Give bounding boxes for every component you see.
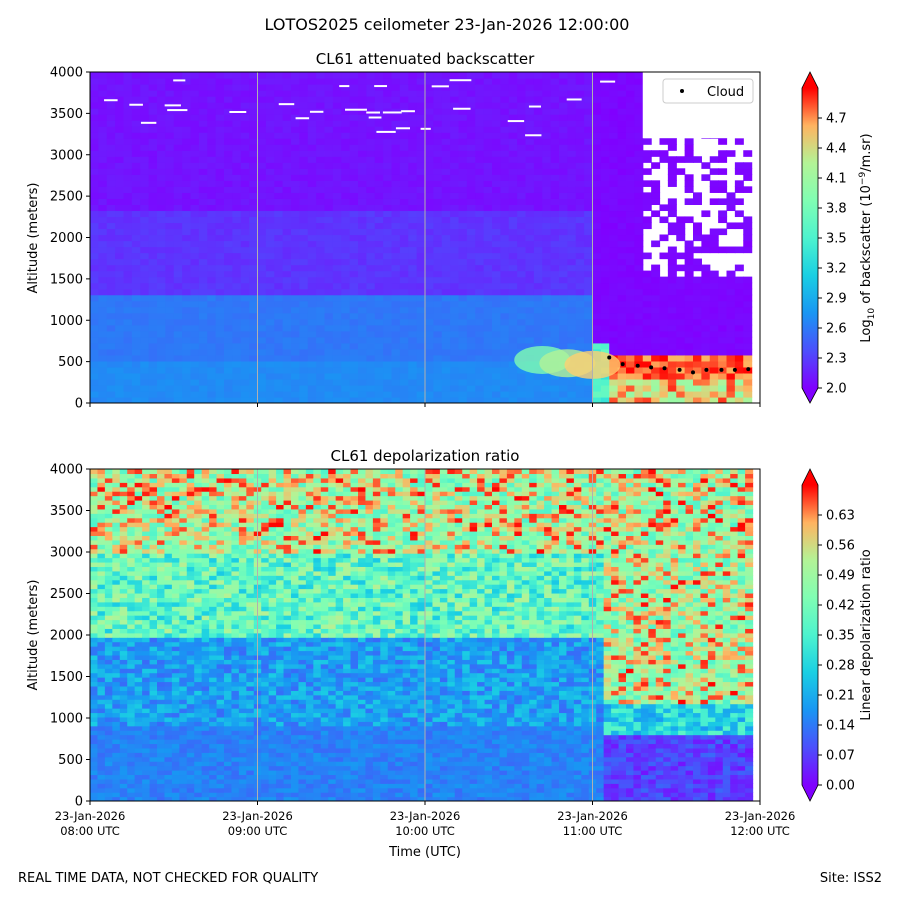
colorbar-tick-label: 2.0 bbox=[826, 382, 847, 397]
y-tick-label: 1500 bbox=[50, 670, 83, 685]
x-tick-time: 11:00 UTC bbox=[563, 824, 623, 838]
x-tick-time: 09:00 UTC bbox=[228, 824, 288, 838]
y-tick-label: 2000 bbox=[50, 629, 83, 644]
y-tick-label: 4000 bbox=[50, 66, 83, 81]
x-tick-time: 10:00 UTC bbox=[395, 824, 455, 838]
colorbar-tick-label: 3.2 bbox=[826, 262, 847, 277]
colorbar-extend-min bbox=[802, 785, 818, 801]
backscatter-ylabel: Altitude (meters) bbox=[26, 183, 41, 294]
y-tick-label: 2500 bbox=[50, 190, 83, 205]
legend-marker-cloud bbox=[680, 89, 684, 93]
x-tick-date: 23-Jan-2026 bbox=[725, 809, 796, 823]
colorbar-tick-label: 0.42 bbox=[826, 599, 855, 614]
colorbar-gradient bbox=[802, 88, 818, 388]
cloud-point bbox=[691, 370, 695, 375]
cloud-point bbox=[662, 366, 667, 371]
cloud-base-points bbox=[607, 355, 751, 375]
colorbar-extend-max bbox=[802, 469, 818, 485]
x-tick-date: 23-Jan-2026 bbox=[557, 809, 628, 823]
depolarization-xlabel: Time (UTC) bbox=[388, 845, 461, 860]
cloud-point bbox=[635, 363, 640, 368]
figure-title: LOTOS2025 ceilometer 23-Jan-2026 12:00:0… bbox=[265, 15, 630, 34]
colorbar-gradient bbox=[802, 485, 818, 785]
backscatter-panel: CL61 attenuated backscatter 0 500 1000 1500… bbox=[26, 50, 877, 412]
colorbar-tick-label: 0.28 bbox=[826, 659, 855, 674]
colorbar-tick-label: 0.49 bbox=[826, 569, 855, 584]
backscatter-colorbar-label: Log10 of backscatter (10−9/m.sr) bbox=[858, 133, 877, 342]
colorbar-tick-label: 0.63 bbox=[826, 509, 855, 524]
x-tick-date: 23-Jan-2026 bbox=[390, 809, 461, 823]
x-tick-date: 23-Jan-2026 bbox=[222, 809, 293, 823]
cloud-point bbox=[620, 362, 625, 367]
depolarization-ylabel: Altitude (meters) bbox=[26, 580, 41, 691]
y-tick-label: 3500 bbox=[50, 504, 83, 519]
depolarization-colorbar-label: Linear depolarization ratio bbox=[859, 549, 874, 720]
x-tick-date: 23-Jan-2026 bbox=[55, 809, 126, 823]
y-tick-label: 0 bbox=[75, 397, 83, 412]
cloud-point bbox=[746, 367, 751, 372]
backscatter-title: CL61 attenuated backscatter bbox=[316, 50, 535, 68]
depolarization-panel: CL61 depolarization ratio 0 500 1000 1500 20… bbox=[26, 447, 874, 860]
y-tick-label: 3000 bbox=[50, 546, 83, 561]
y-tick-label: 4000 bbox=[50, 463, 83, 478]
colorbar-tick-label: 2.6 bbox=[826, 322, 847, 337]
x-tick-time: 12:00 UTC bbox=[730, 824, 790, 838]
y-tick-label: 2500 bbox=[50, 587, 83, 602]
cloud-point bbox=[704, 367, 709, 372]
backscatter-colorbar: 2.0 2.3 2.6 2.9 3.2 3.5 3.8 4.1 4.4 4.7 Log10 of … bbox=[801, 71, 877, 404]
cloud-point bbox=[677, 367, 682, 372]
y-tick-label: 3500 bbox=[50, 107, 83, 122]
y-tick-label: 500 bbox=[58, 753, 83, 768]
depolarization-title: CL61 depolarization ratio bbox=[331, 447, 520, 465]
colorbar-tick-label: 2.3 bbox=[826, 352, 847, 367]
quality-disclaimer: REAL TIME DATA, NOT CHECKED FOR QUALITY bbox=[18, 871, 318, 886]
colorbar-tick-label: 0.21 bbox=[826, 689, 855, 704]
colorbar-tick-label: 0.35 bbox=[826, 629, 855, 644]
backscatter-y-axis: 0 500 1000 1500 2000 2500 3000 3500 4000 bbox=[50, 66, 90, 412]
colorbar-tick-label: 0.07 bbox=[826, 749, 855, 764]
colorbar-tick-label: 4.1 bbox=[826, 172, 847, 187]
y-tick-label: 1000 bbox=[50, 314, 83, 329]
colorbar-tick-label: 0.56 bbox=[826, 539, 855, 554]
site-label: Site: ISS2 bbox=[820, 871, 882, 886]
y-tick-label: 0 bbox=[75, 795, 83, 810]
backscatter-x-ticks bbox=[89, 403, 761, 407]
y-tick-label: 500 bbox=[58, 355, 83, 370]
colorbar-tick-label: 4.7 bbox=[826, 112, 847, 127]
colorbar-tick-label: 0.14 bbox=[826, 719, 855, 734]
legend-box bbox=[662, 78, 754, 104]
cloud-point bbox=[719, 367, 724, 372]
depolarization-y-axis: 0 500 1000 1500 2000 2500 3000 3500 4000 bbox=[50, 463, 90, 810]
colorbar-tick-label: 0.00 bbox=[826, 779, 855, 794]
cloud-legend: Cloud bbox=[662, 78, 754, 104]
y-tick-label: 3000 bbox=[50, 148, 83, 163]
x-tick-time: 08:00 UTC bbox=[60, 824, 120, 838]
colorbar-tick-label: 3.5 bbox=[826, 232, 847, 247]
colorbar-extend-max bbox=[802, 72, 818, 88]
colorbar-tick-label: 4.4 bbox=[826, 142, 847, 157]
cloud-point bbox=[607, 355, 612, 360]
y-tick-label: 2000 bbox=[50, 231, 83, 246]
colorbar-extend-min bbox=[802, 388, 818, 403]
y-tick-label: 1000 bbox=[50, 712, 83, 727]
y-tick-label: 1500 bbox=[50, 272, 83, 287]
colorbar-tick-label: 2.9 bbox=[826, 292, 847, 307]
legend-label-cloud: Cloud bbox=[707, 85, 744, 100]
cloud-point bbox=[649, 365, 654, 370]
colorbar-tick-label: 3.8 bbox=[826, 202, 847, 217]
cloud-point bbox=[732, 367, 737, 372]
depolarization-colorbar: 0.00 0.07 0.14 0.21 0.28 0.35 0.42 0.49 0.56 0.63… bbox=[801, 468, 874, 802]
